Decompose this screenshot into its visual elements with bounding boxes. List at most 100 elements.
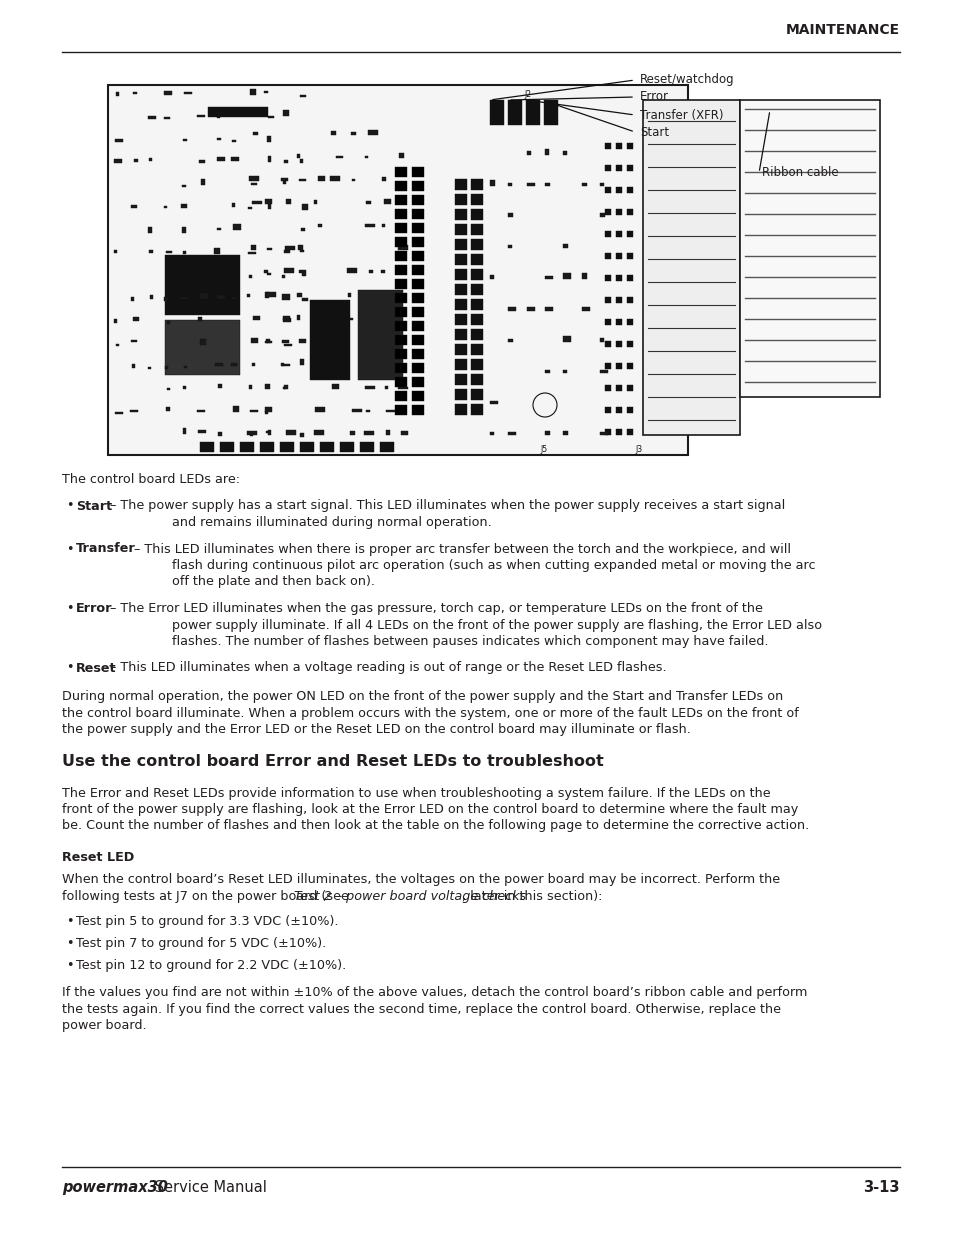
Bar (357, 290, 402, 380)
Bar (397, 387, 407, 389)
Bar (412, 308, 423, 317)
Bar (183, 429, 186, 433)
Bar (526, 151, 530, 156)
Bar (166, 406, 170, 411)
Text: Reset LED: Reset LED (62, 851, 134, 864)
Bar (616, 165, 621, 170)
Bar (455, 345, 467, 354)
Bar (490, 401, 497, 404)
Bar (253, 316, 259, 320)
Text: powermax30: powermax30 (62, 1179, 168, 1195)
Bar (395, 377, 407, 387)
Bar (284, 161, 288, 163)
Bar (182, 185, 186, 186)
Bar (490, 432, 494, 435)
Bar (250, 114, 253, 116)
Bar (599, 337, 603, 342)
Bar (297, 315, 300, 320)
Text: power supply illuminate. If all 4 LEDs on the front of the power supply are flas: power supply illuminate. If all 4 LEDs o… (172, 619, 821, 631)
Bar (626, 165, 633, 170)
Bar (217, 157, 225, 162)
Text: Use the control board Error and Reset LEDs to troubleshoot: Use the control board Error and Reset LE… (62, 755, 603, 769)
Bar (395, 167, 407, 177)
Bar (314, 430, 323, 435)
Bar (148, 367, 151, 369)
Bar (165, 366, 168, 368)
Bar (366, 410, 370, 412)
Bar (352, 179, 355, 182)
Bar (412, 350, 423, 359)
Bar (616, 363, 621, 369)
Bar (233, 140, 236, 142)
Bar (297, 246, 303, 251)
Bar (490, 180, 495, 186)
Text: Test pin 5 to ground for 3.3 VDC (±10%).: Test pin 5 to ground for 3.3 VDC (±10%). (76, 914, 338, 927)
Bar (455, 240, 467, 249)
Bar (330, 177, 340, 182)
Text: •: • (66, 542, 73, 556)
Bar (381, 225, 384, 227)
Circle shape (533, 393, 557, 417)
Bar (339, 442, 354, 452)
Bar (616, 209, 621, 215)
Bar (268, 203, 271, 209)
Bar (297, 154, 300, 158)
Bar (251, 246, 255, 251)
Bar (268, 156, 271, 162)
Bar (232, 203, 234, 207)
Bar (599, 369, 607, 373)
Bar (265, 291, 275, 296)
Bar (471, 389, 482, 400)
Bar (333, 384, 339, 389)
Bar (616, 319, 621, 325)
Bar (332, 363, 335, 366)
Bar (164, 116, 170, 119)
Bar (395, 182, 407, 191)
Bar (471, 404, 482, 415)
Bar (455, 314, 467, 325)
Bar (604, 186, 610, 193)
Text: When the control board’s Reset LED illuminates, the voltages on the power board : When the control board’s Reset LED illum… (62, 873, 780, 887)
Bar (626, 341, 633, 347)
Bar (267, 136, 271, 142)
Text: If the values you find are not within ±10% of the above values, detach the contr: If the values you find are not within ±1… (62, 986, 806, 999)
Bar (412, 237, 423, 247)
Bar (626, 363, 633, 369)
Bar (335, 156, 343, 158)
Bar (183, 251, 186, 254)
Bar (398, 153, 403, 158)
Bar (386, 410, 395, 412)
Bar (604, 341, 610, 347)
Bar (455, 329, 467, 340)
Bar (626, 143, 633, 149)
Text: Transfer (XFR): Transfer (XFR) (639, 109, 722, 121)
Bar (526, 183, 534, 186)
Bar (233, 224, 241, 230)
Bar (604, 385, 610, 391)
Bar (197, 410, 205, 411)
Bar (455, 224, 467, 235)
Bar (508, 306, 516, 310)
Bar (412, 377, 423, 387)
Text: flash during continuous pilot arc operation (such as when cutting expanded metal: flash during continuous pilot arc operat… (172, 559, 815, 572)
Text: Service Manual: Service Manual (150, 1179, 267, 1195)
Bar (281, 275, 284, 278)
Bar (604, 319, 610, 325)
Bar (364, 385, 375, 389)
Bar (133, 159, 137, 162)
Bar (412, 405, 423, 415)
Bar (264, 91, 268, 94)
Bar (251, 337, 258, 342)
Bar (471, 194, 482, 205)
Bar (604, 408, 610, 412)
Bar (265, 384, 270, 389)
Bar (471, 209, 482, 220)
Bar (347, 268, 357, 273)
Text: J2: J2 (524, 90, 531, 99)
Bar (412, 279, 423, 289)
Bar (508, 246, 512, 248)
Bar (526, 306, 534, 310)
Bar (562, 245, 568, 248)
Bar (412, 195, 423, 205)
Bar (283, 387, 286, 389)
